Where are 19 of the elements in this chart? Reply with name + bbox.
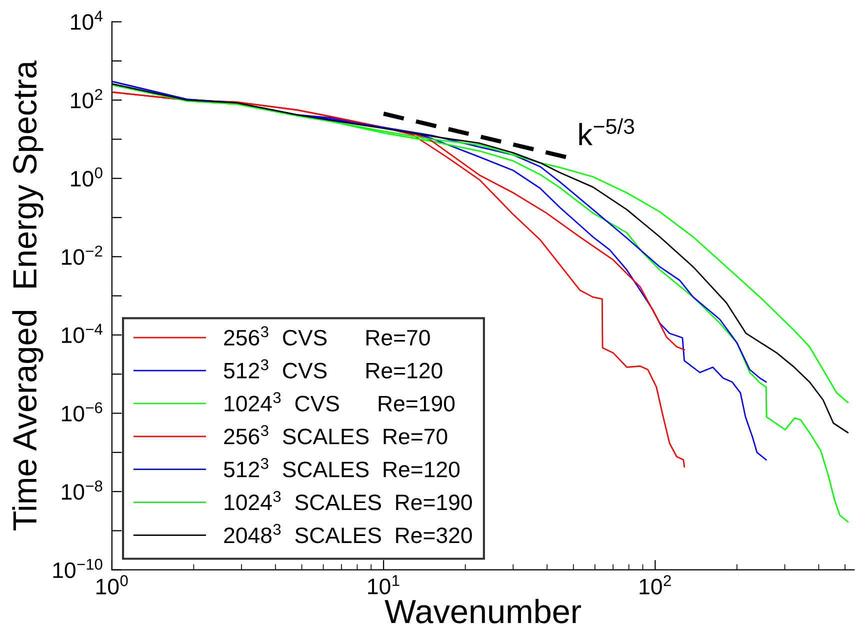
y-tick-label: 10$^{−6}$ (62, 402, 102, 422)
series-label: k$^{−5/3}$ (579, 118, 634, 146)
x-tick-label: 10$^{2}$ (640, 575, 671, 594)
y-tick-label: 10$^{4}$ (71, 10, 102, 30)
legend-label: 2048$^{3}$ SCALES Re=320 (224, 524, 472, 544)
y-tick-label: 10$^{−8}$ (62, 480, 102, 500)
legend-label: 512$^{3}$ SCALES Re=120 (224, 458, 460, 478)
legend-label: 1024$^{3}$ SCALES Re=190 (224, 490, 472, 510)
y-tick-label: 10$^{−4}$ (62, 324, 102, 344)
legend-label: 256$^{3}$ CVS Re=70 (224, 326, 430, 346)
x-axis-title: Wavenumber (384, 598, 581, 624)
y-axis-title: Time Averaged Energy Spectra (12, 60, 44, 530)
legend-label: 256$^{3}$ SCALES Re=70 (224, 425, 448, 444)
y-tick-label: 10$^{−2}$ (62, 246, 102, 265)
y-tick-label: 10$^{0}$ (71, 167, 102, 187)
y-tick-label: 10$^{2}$ (71, 89, 102, 108)
legend-label: 1024$^{3}$ CVS Re=190 (224, 392, 455, 412)
x-tick-label: 10$^{1}$ (368, 575, 400, 594)
legend-label: 512$^{3}$ CVS Re=120 (224, 359, 442, 379)
